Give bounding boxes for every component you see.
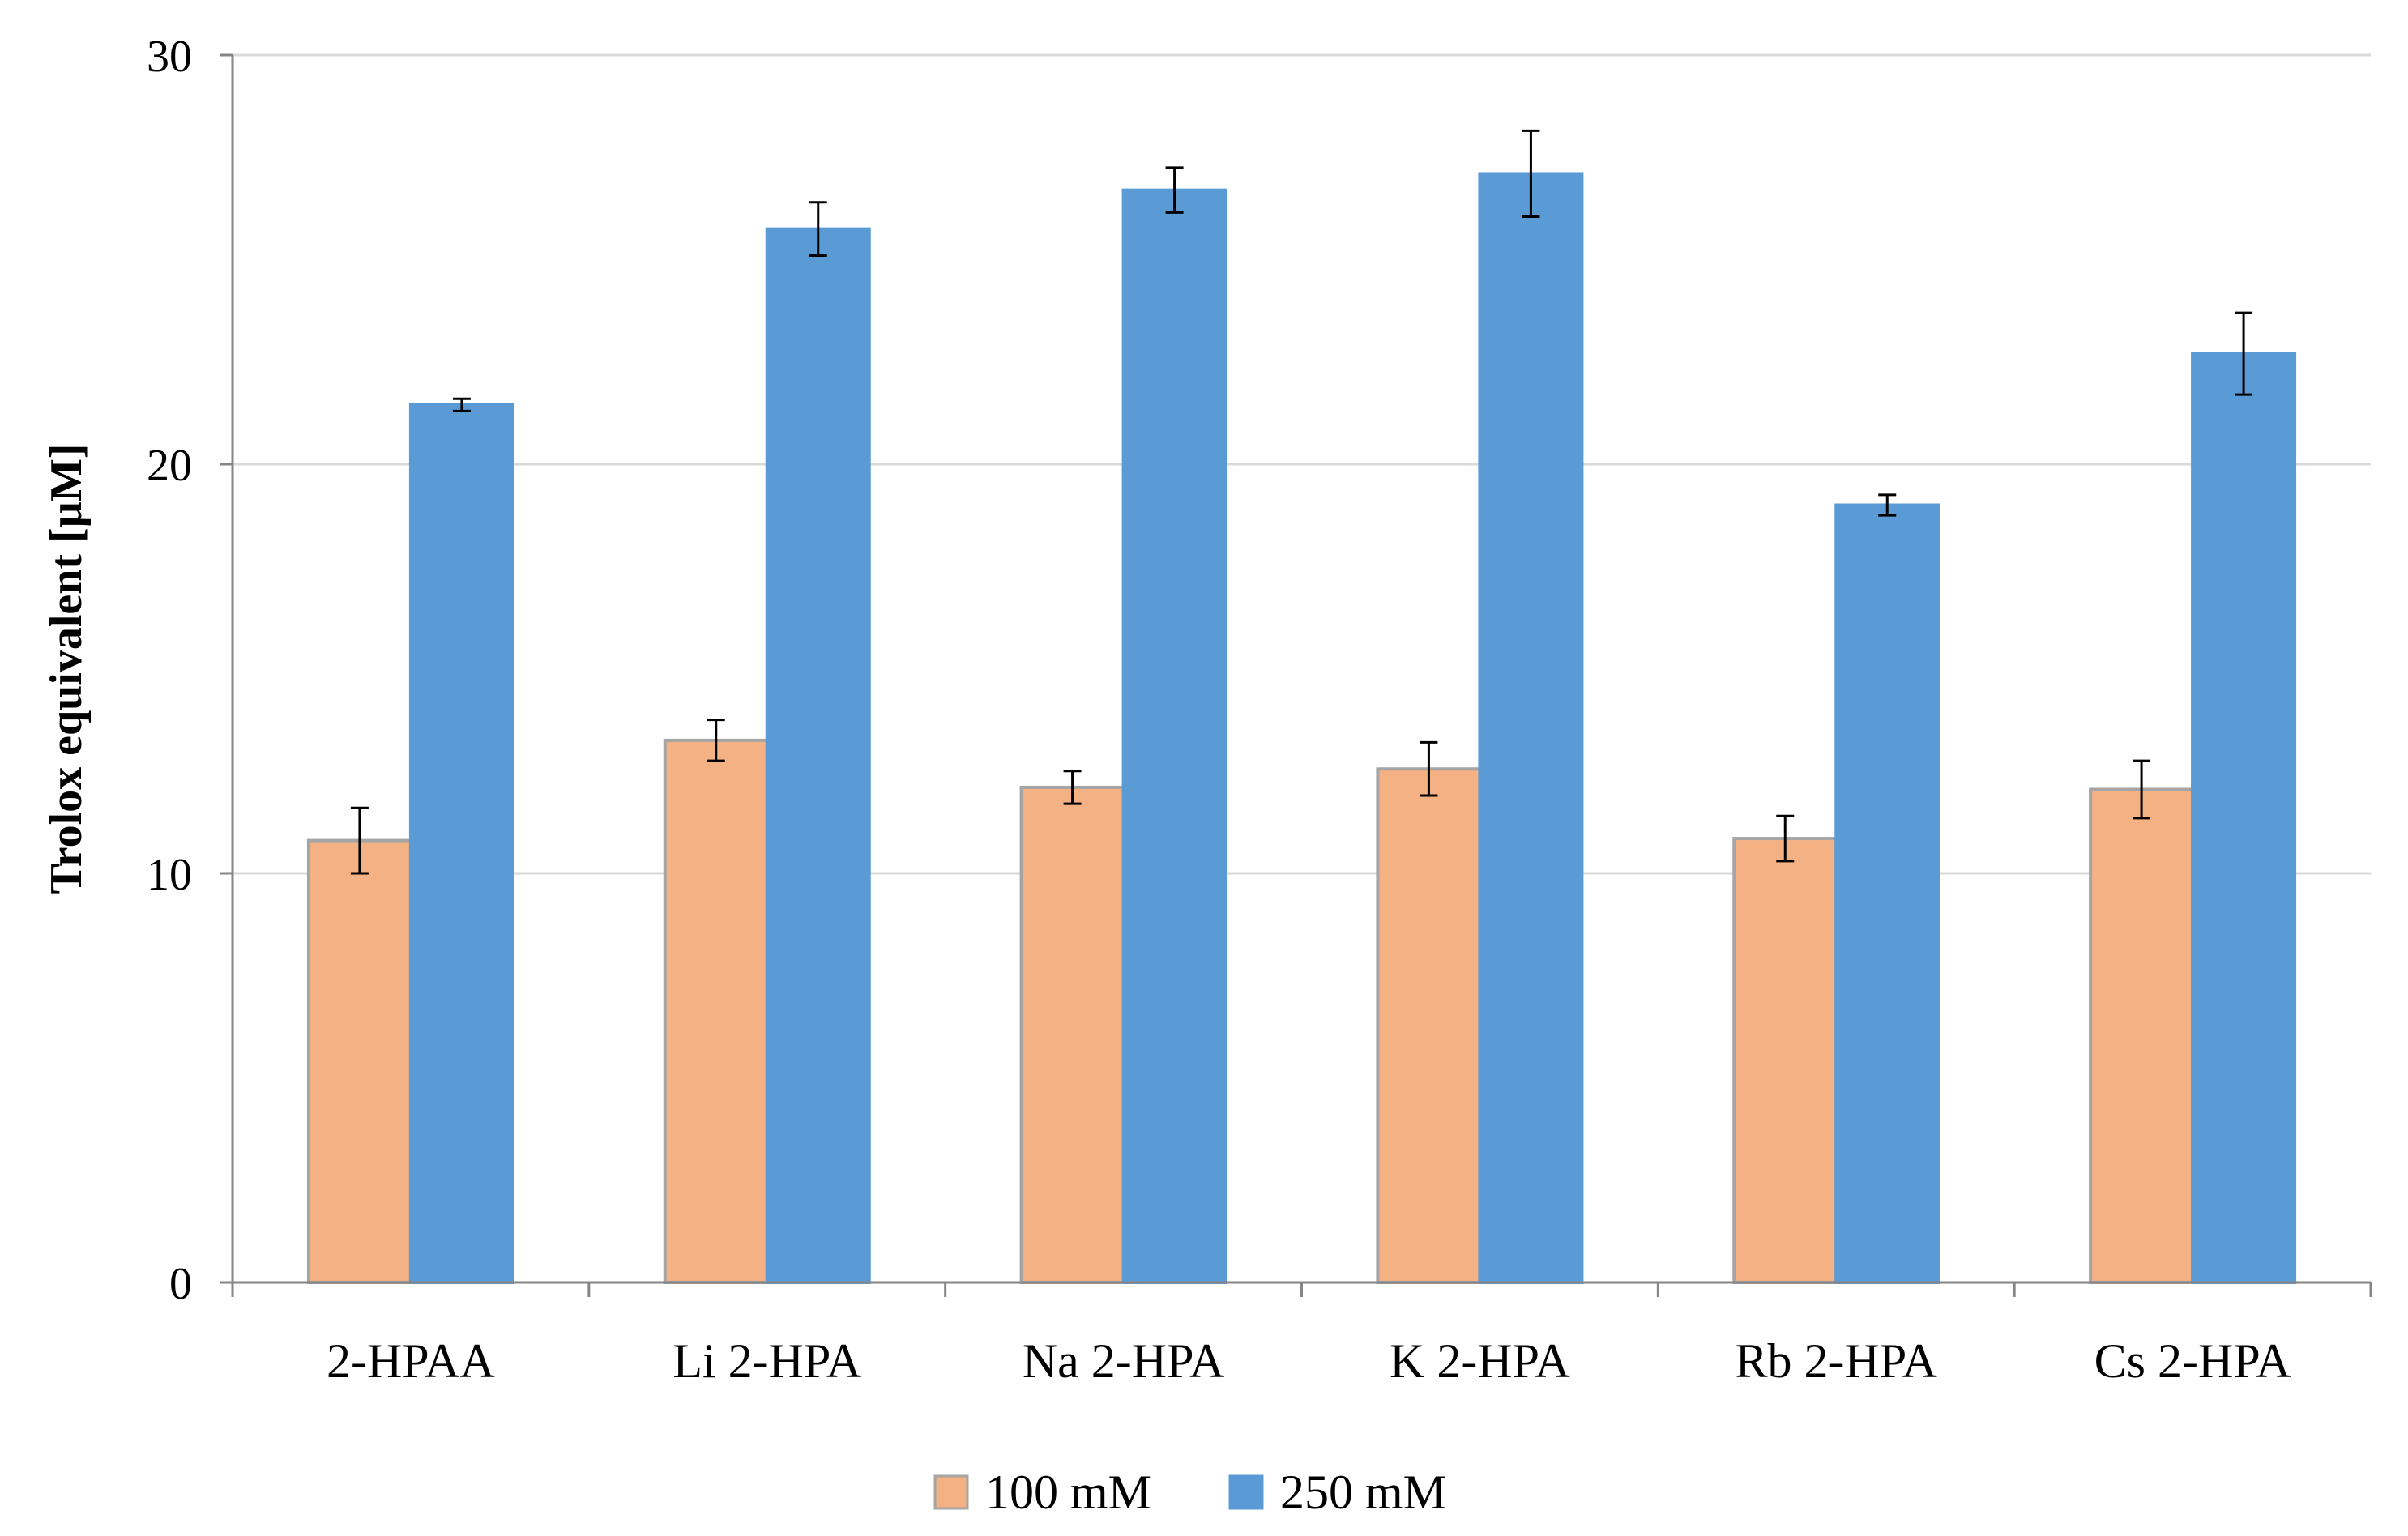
error-bar-100-mM-K-2-HPA [1420, 740, 1438, 797]
axes [220, 53, 2372, 1297]
x-category-label-K-2-HPA: K 2-HPA [1390, 1334, 1570, 1388]
legend-swatch-250-mM [1228, 1474, 1264, 1510]
bar-250-mM-K-2-HPA [1478, 172, 1584, 1285]
error-bar-100-mM-Li-2-HPA [707, 719, 725, 762]
legend-label-100-mM: 100 mM [985, 1466, 1151, 1519]
bars [306, 172, 2297, 1285]
x-category-label-Rb-2-HPA: Rb 2-HPA [1735, 1334, 1937, 1388]
bar-250-mM-2-HPAA [408, 403, 514, 1284]
y-axis-title: Trolox equivalent [µM] [41, 444, 92, 894]
bar-100-mM-Na-2-HPA [1019, 785, 1125, 1284]
bar-250-mM-Li-2-HPA [765, 227, 871, 1284]
error-bar-250-mM-Rb-2-HPA [1878, 493, 1897, 517]
x-category-label-Cs-2-HPA: Cs 2-HPA [2094, 1334, 2291, 1388]
y-tick-label-20: 20 [147, 441, 192, 491]
bar-100-mM-K-2-HPA [1376, 767, 1482, 1284]
x-category-label-Na-2-HPA: Na 2-HPA [1023, 1334, 1224, 1388]
y-tick-label-10: 10 [147, 850, 192, 900]
x-category-label-2-HPAA: 2-HPAA [327, 1334, 495, 1388]
legend-swatch-100-mM [933, 1474, 969, 1510]
error-bar-100-mM-Cs-2-HPA [2133, 759, 2151, 820]
bar-250-mM-Na-2-HPA [1121, 188, 1227, 1284]
bar-100-mM-Cs-2-HPA [2089, 787, 2195, 1284]
bar-100-mM-Rb-2-HPA [1732, 837, 1838, 1284]
error-bar-250-mM-K-2-HPA [1522, 129, 1540, 218]
y-tick-label-30: 30 [147, 32, 192, 82]
labels: 0 10 20 30 2-HPAA Li 2-HPA Na 2-HPA K 2-HPA Rb 2… [41, 32, 2291, 1388]
error-bar-100-mM-Rb-2-HPA [1776, 814, 1795, 863]
error-bar-100-mM-Na-2-HPA [1063, 770, 1082, 805]
error-bars [350, 129, 2253, 875]
bar-250-mM-Cs-2-HPA [2191, 352, 2297, 1284]
error-bar-250-mM-Na-2-HPA [1165, 166, 1184, 214]
legend-label-250-mM: 250 mM [1280, 1466, 1446, 1519]
x-category-label-Li-2-HPA: Li 2-HPA [672, 1334, 861, 1388]
y-tick-label-0: 0 [169, 1259, 192, 1309]
bar-100-mM-Li-2-HPA [663, 738, 769, 1284]
error-bar-250-mM-Li-2-HPA [809, 201, 827, 257]
error-bar-250-mM-Cs-2-HPA [2235, 311, 2253, 396]
error-bar-100-mM-2-HPAA [350, 806, 369, 875]
gridlines [233, 53, 2371, 875]
error-bar-250-mM-2-HPAA [452, 397, 471, 412]
legend: 100 mM 250 mM [933, 1466, 1446, 1519]
bar-100-mM-2-HPAA [306, 838, 412, 1284]
bar-250-mM-Rb-2-HPA [1834, 503, 1940, 1284]
